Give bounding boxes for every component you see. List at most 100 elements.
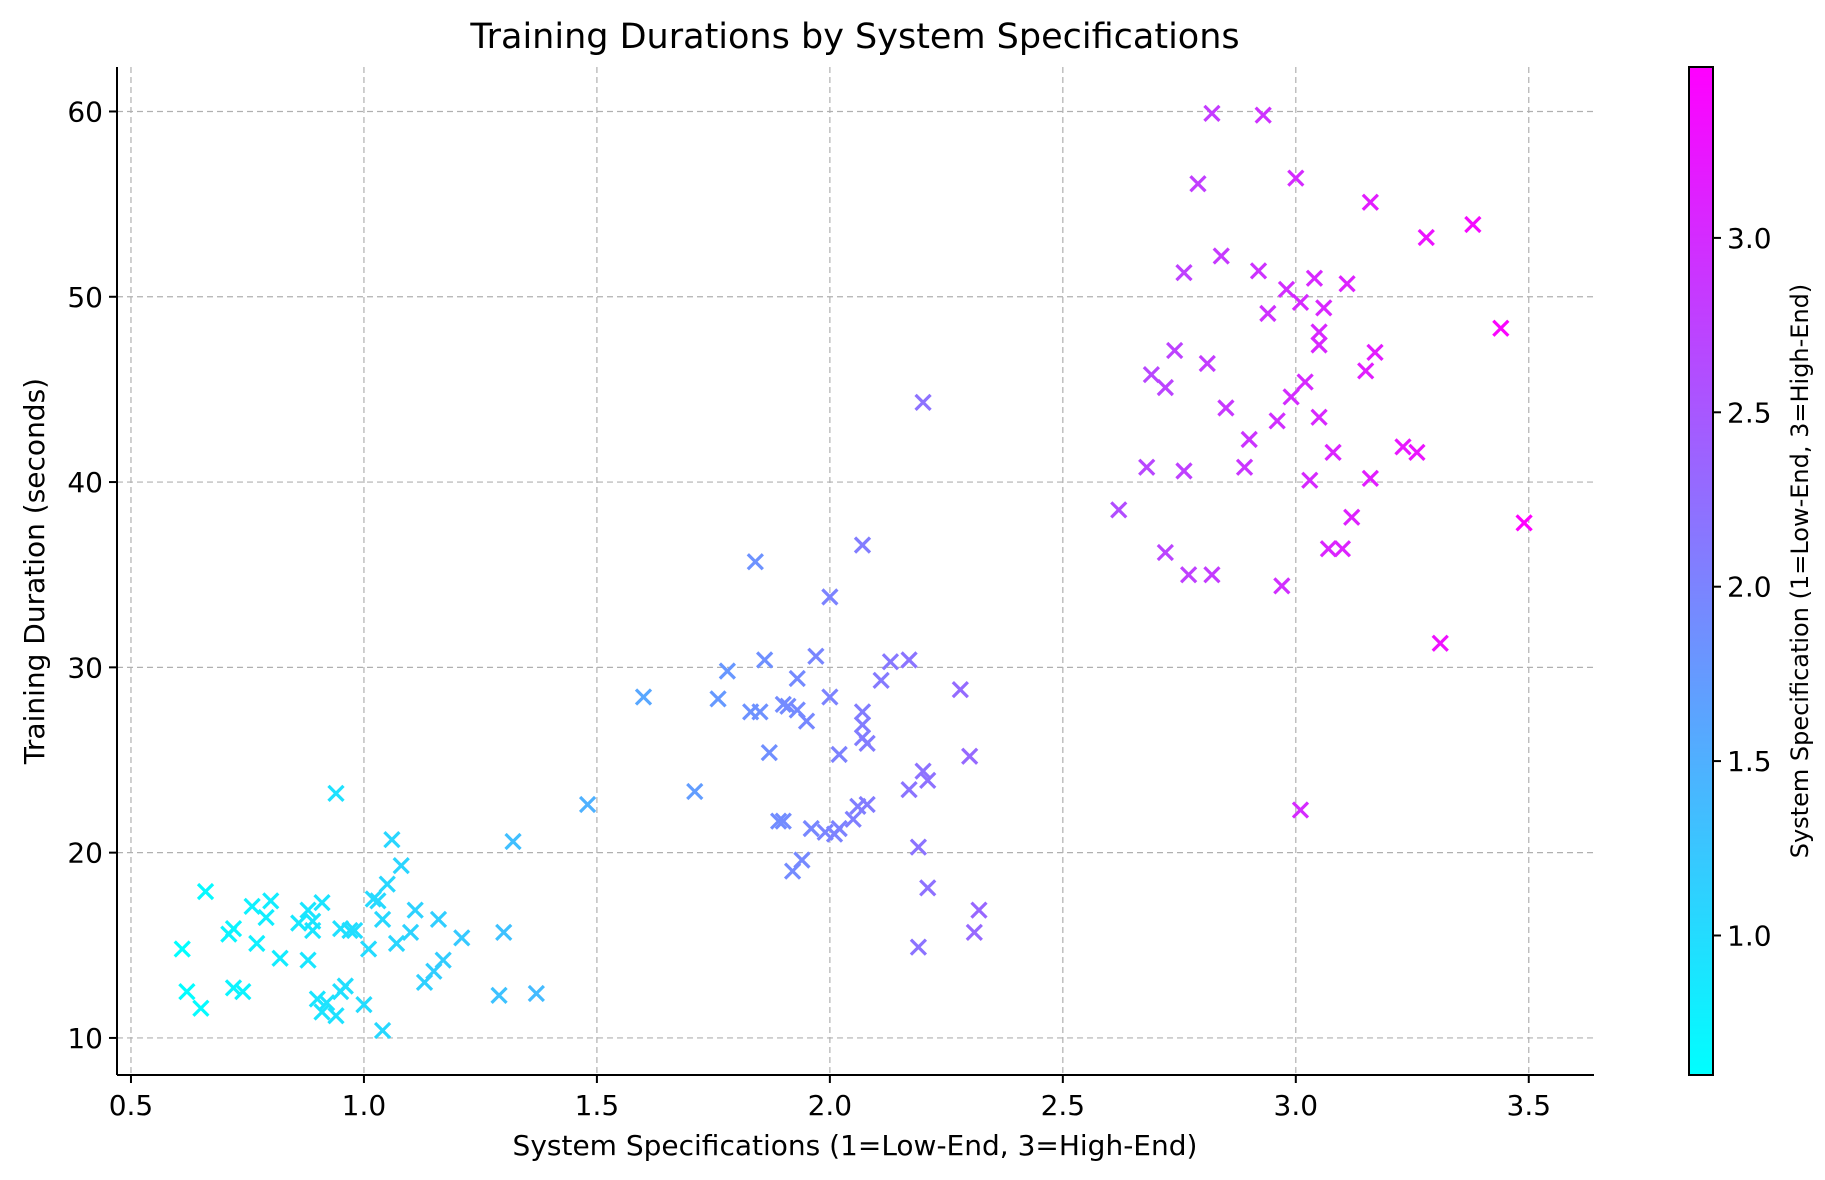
data-point-x-marker	[1333, 540, 1352, 558]
data-point-x-marker	[369, 892, 387, 910]
data-point-x-marker	[299, 901, 317, 919]
colorbar	[1688, 66, 1714, 1076]
data-point-x-marker	[774, 695, 792, 714]
x-tick-label: 1.5	[575, 1089, 620, 1122]
y-axis-label: Training Duration (seconds)	[18, 378, 51, 765]
data-point-x-marker	[1296, 373, 1314, 391]
data-point-x-marker	[1357, 362, 1375, 380]
data-point-x-marker	[1394, 438, 1412, 456]
data-point-x-marker	[192, 999, 210, 1017]
data-point-x-marker	[909, 838, 928, 856]
x-axis-label: System Specifications (1=Low-End, 3=High…	[513, 1129, 1198, 1162]
data-points	[173, 104, 1533, 1040]
data-point-x-marker	[434, 951, 452, 969]
data-point-x-marker	[336, 977, 354, 995]
data-point-x-marker	[1431, 634, 1449, 652]
data-point-x-marker	[234, 982, 252, 1001]
data-point-x-marker	[290, 914, 308, 932]
plot-area-frame	[117, 67, 1594, 1075]
data-point-x-marker	[1235, 458, 1254, 476]
data-point-x-marker	[318, 994, 336, 1012]
x-tick-label: 0.5	[109, 1089, 154, 1122]
data-point-x-marker	[807, 647, 825, 665]
data-point-x-marker	[853, 536, 872, 554]
data-point-x-marker	[1301, 471, 1319, 489]
data-point-x-marker	[858, 795, 876, 814]
x-axis-ticks: 0.5 1.0 1.5 2.0 2.5 3.0 3.5	[109, 1075, 1551, 1122]
data-point-x-marker	[1282, 388, 1300, 406]
y-tick-label: 40	[67, 466, 103, 499]
data-point-x-marker	[578, 795, 597, 814]
data-point-x-marker	[793, 851, 811, 869]
data-point-x-marker	[1166, 341, 1184, 360]
data-point-x-marker	[1198, 354, 1216, 373]
data-point-x-marker	[900, 651, 918, 669]
data-point-x-marker	[919, 879, 937, 897]
data-point-x-marker	[1366, 343, 1384, 361]
data-point-x-marker	[341, 921, 359, 940]
data-point-x-marker	[760, 743, 778, 762]
y-tick-label: 30	[67, 651, 103, 684]
data-point-x-marker	[788, 669, 806, 688]
data-point-x-marker	[262, 892, 280, 910]
x-tick-label: 2.0	[808, 1089, 853, 1122]
data-point-x-marker	[313, 1003, 331, 1021]
data-point-x-marker	[1343, 508, 1361, 526]
y-tick-label: 10	[67, 1022, 103, 1055]
y-tick-label: 50	[67, 281, 103, 314]
data-point-x-marker	[970, 901, 988, 919]
data-point-x-marker	[756, 651, 774, 669]
data-point-x-marker	[453, 929, 471, 947]
data-point-x-marker	[178, 982, 196, 1001]
data-point-x-marker	[1305, 269, 1324, 287]
colorbar-label: System Specification (1=Low-End, 3=High-…	[1786, 284, 1814, 859]
data-point-x-marker	[327, 1007, 345, 1025]
y-tick-label: 60	[67, 95, 103, 128]
data-point-x-marker	[1203, 566, 1221, 584]
data-point-x-marker	[769, 812, 788, 830]
data-point-x-marker	[1259, 304, 1277, 323]
grid-lines	[117, 67, 1594, 1075]
data-point-x-marker	[490, 986, 508, 1004]
data-point-x-marker	[909, 938, 928, 956]
colorbar-tick-label: 1.5	[1727, 745, 1772, 778]
data-point-x-marker	[779, 697, 797, 715]
data-point-x-marker	[1361, 469, 1379, 487]
data-point-x-marker	[1492, 319, 1510, 337]
data-point-x-marker	[257, 908, 275, 927]
data-point-x-marker	[1417, 228, 1435, 247]
data-point-x-marker	[308, 990, 326, 1008]
data-point-x-marker	[364, 890, 382, 908]
data-point-x-marker	[1217, 399, 1235, 417]
data-point-x-marker	[853, 703, 872, 721]
data-point-x-marker	[919, 771, 937, 790]
x-tick-label: 2.5	[1041, 1089, 1086, 1122]
data-point-x-marker	[821, 588, 839, 606]
data-point-x-marker	[387, 934, 406, 953]
x-tick-label: 3.5	[1507, 1089, 1552, 1122]
data-point-x-marker	[373, 1021, 392, 1040]
data-point-x-marker	[797, 712, 816, 730]
chart-title: Training Durations by System Specificati…	[469, 17, 1239, 57]
data-point-x-marker	[406, 901, 424, 919]
data-point-x-marker	[844, 810, 862, 828]
data-point-x-marker	[1273, 577, 1291, 595]
data-point-x-marker	[1310, 323, 1328, 341]
data-point-x-marker	[1175, 264, 1193, 282]
data-point-x-marker	[1315, 299, 1333, 317]
data-point-x-marker	[299, 951, 317, 969]
data-point-x-marker	[1310, 336, 1328, 354]
data-point-x-marker	[821, 688, 839, 706]
data-point-x-marker	[1180, 566, 1198, 584]
data-point-x-marker	[1310, 408, 1328, 426]
data-point-x-marker	[504, 832, 522, 851]
data-point-x-marker	[1175, 462, 1193, 480]
data-point-x-marker	[1268, 412, 1286, 430]
data-point-x-marker	[1408, 443, 1426, 462]
data-point-x-marker	[1361, 193, 1379, 211]
colorbar-tick-label: 2.5	[1727, 396, 1772, 429]
data-point-x-marker	[345, 921, 364, 940]
data-point-x-marker	[830, 819, 848, 838]
data-point-x-marker	[1277, 280, 1296, 298]
